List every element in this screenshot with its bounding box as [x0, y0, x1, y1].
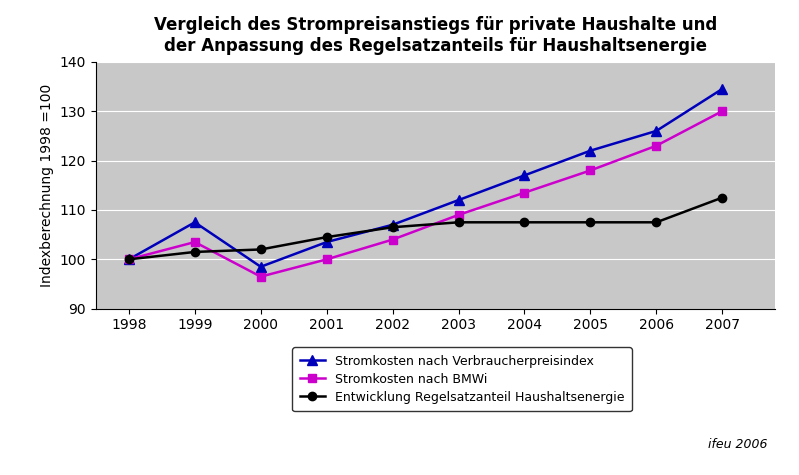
Legend: Stromkosten nach Verbraucherpreisindex, Stromkosten nach BMWi, Entwicklung Regel: Stromkosten nach Verbraucherpreisindex, … [292, 347, 632, 411]
Text: ifeu 2006: ifeu 2006 [708, 438, 767, 451]
Y-axis label: Indexberechnung 1998 =100: Indexberechnung 1998 =100 [40, 84, 54, 287]
Title: Vergleich des Strompreisanstiegs für private Haushalte und
der Anpassung des Reg: Vergleich des Strompreisanstiegs für pri… [154, 16, 717, 55]
